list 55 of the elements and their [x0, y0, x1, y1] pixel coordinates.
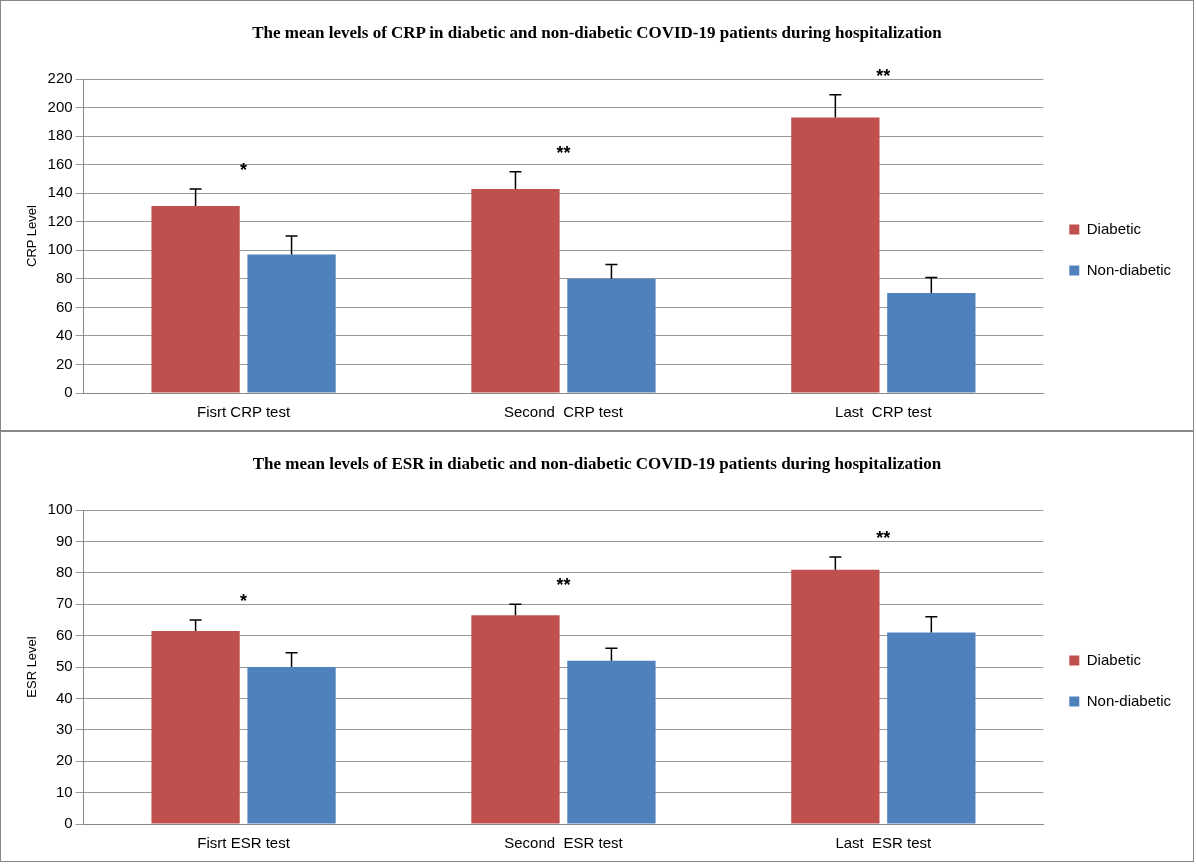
chart-title: The mean levels of ESR in diabetic and non-diabetic COVID-19 patients during hospitalization — [251, 453, 943, 475]
y-tick-label: 140 — [47, 183, 73, 201]
bar — [151, 630, 240, 824]
y-tick-label: 50 — [55, 657, 73, 675]
x-tick-label: Second ESR test — [504, 834, 624, 852]
y-axis-title: ESR Level — [24, 636, 40, 698]
annotation: ** — [556, 575, 571, 596]
x-tick-label: Last CRP test — [835, 403, 933, 421]
y-tick-label: 180 — [47, 126, 73, 144]
annotation: * — [240, 159, 248, 180]
bar — [471, 188, 560, 393]
bar — [471, 615, 560, 824]
y-tick-label: 60 — [55, 297, 73, 315]
annotation: * — [240, 590, 248, 611]
legend-label: Diabetic — [1086, 219, 1142, 237]
y-tick-label: 30 — [55, 719, 73, 737]
y-tick-label: 40 — [55, 688, 73, 706]
x-tick-label: Second CRP test — [503, 403, 624, 421]
y-tick-label: 10 — [55, 782, 73, 800]
legend-label: Diabetic — [1086, 650, 1142, 668]
x-tick-label: Fisrt ESR test — [197, 834, 291, 852]
bar — [567, 278, 656, 393]
y-tick-label: 0 — [64, 383, 73, 401]
y-tick-label: 40 — [55, 326, 73, 344]
annotation: ** — [556, 142, 571, 163]
y-tick-label: 200 — [47, 97, 73, 115]
y-tick-label: 100 — [47, 500, 73, 518]
bar — [791, 117, 880, 393]
x-tick-label: Last ESR test — [835, 834, 933, 852]
y-tick-label: 20 — [55, 751, 73, 769]
x-tick-label: Fisrt CRP test — [197, 403, 291, 421]
y-tick-label: 70 — [55, 594, 73, 612]
y-tick-label: 0 — [64, 814, 73, 832]
annotation: ** — [876, 65, 891, 86]
y-tick-label: 60 — [55, 625, 73, 643]
legend-label: Non-diabetic — [1086, 691, 1172, 709]
bar — [247, 667, 336, 824]
y-tick-label: 220 — [47, 69, 73, 87]
bar — [887, 632, 976, 824]
bar — [567, 660, 656, 824]
annotation: ** — [876, 528, 891, 549]
bar — [247, 254, 336, 393]
bar — [791, 569, 880, 824]
bar — [151, 206, 240, 393]
y-tick-label: 80 — [55, 268, 73, 286]
y-tick-label: 100 — [47, 240, 73, 258]
y-tick-label: 90 — [55, 531, 73, 549]
y-tick-label: 120 — [47, 211, 73, 229]
y-axis-title: CRP Level — [24, 204, 40, 267]
y-tick-label: 80 — [55, 562, 73, 580]
bar — [887, 293, 976, 393]
legend-label: Non-diabetic — [1086, 260, 1172, 278]
y-tick-label: 160 — [47, 154, 73, 172]
y-tick-label: 20 — [55, 354, 73, 372]
chart-title: The mean levels of CRP in diabetic and non-diabetic COVID-19 patients during hospitalization — [251, 22, 943, 44]
